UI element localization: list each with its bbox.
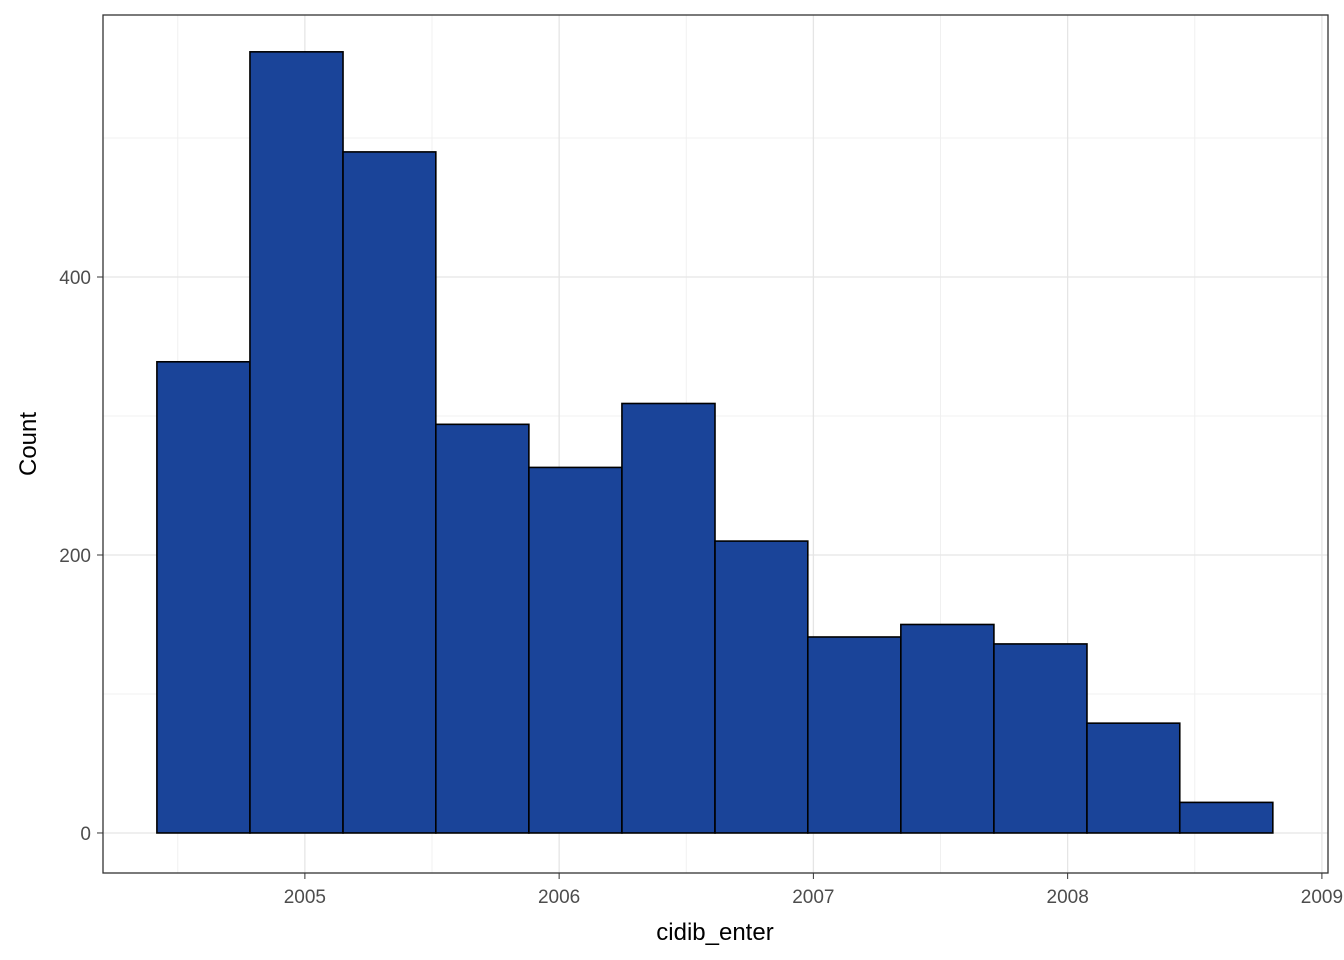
bar [714, 540, 809, 834]
x-tick-label: 2005 [284, 887, 326, 908]
bar [993, 643, 1088, 834]
x-axis-title: cidib_enter [656, 919, 773, 946]
bar [806, 636, 902, 834]
x-tick-label: 2007 [792, 887, 834, 908]
x-tick-label: 2006 [538, 887, 580, 908]
bar [621, 402, 716, 834]
y-axis-title: Count [15, 412, 42, 476]
bar [900, 623, 995, 834]
bar [528, 466, 623, 834]
y-tick-label: 200 [59, 546, 91, 567]
x-tick-label: 2009 [1301, 887, 1343, 908]
bar [435, 423, 530, 834]
bar [249, 51, 344, 834]
bar [1178, 801, 1274, 834]
bar [156, 360, 251, 834]
bar [342, 151, 437, 834]
bar [1086, 722, 1181, 834]
y-tick-label: 0 [80, 824, 91, 845]
y-tick-label: 400 [59, 268, 91, 289]
panel-border [102, 14, 1329, 874]
x-tick-label: 2008 [1047, 887, 1089, 908]
